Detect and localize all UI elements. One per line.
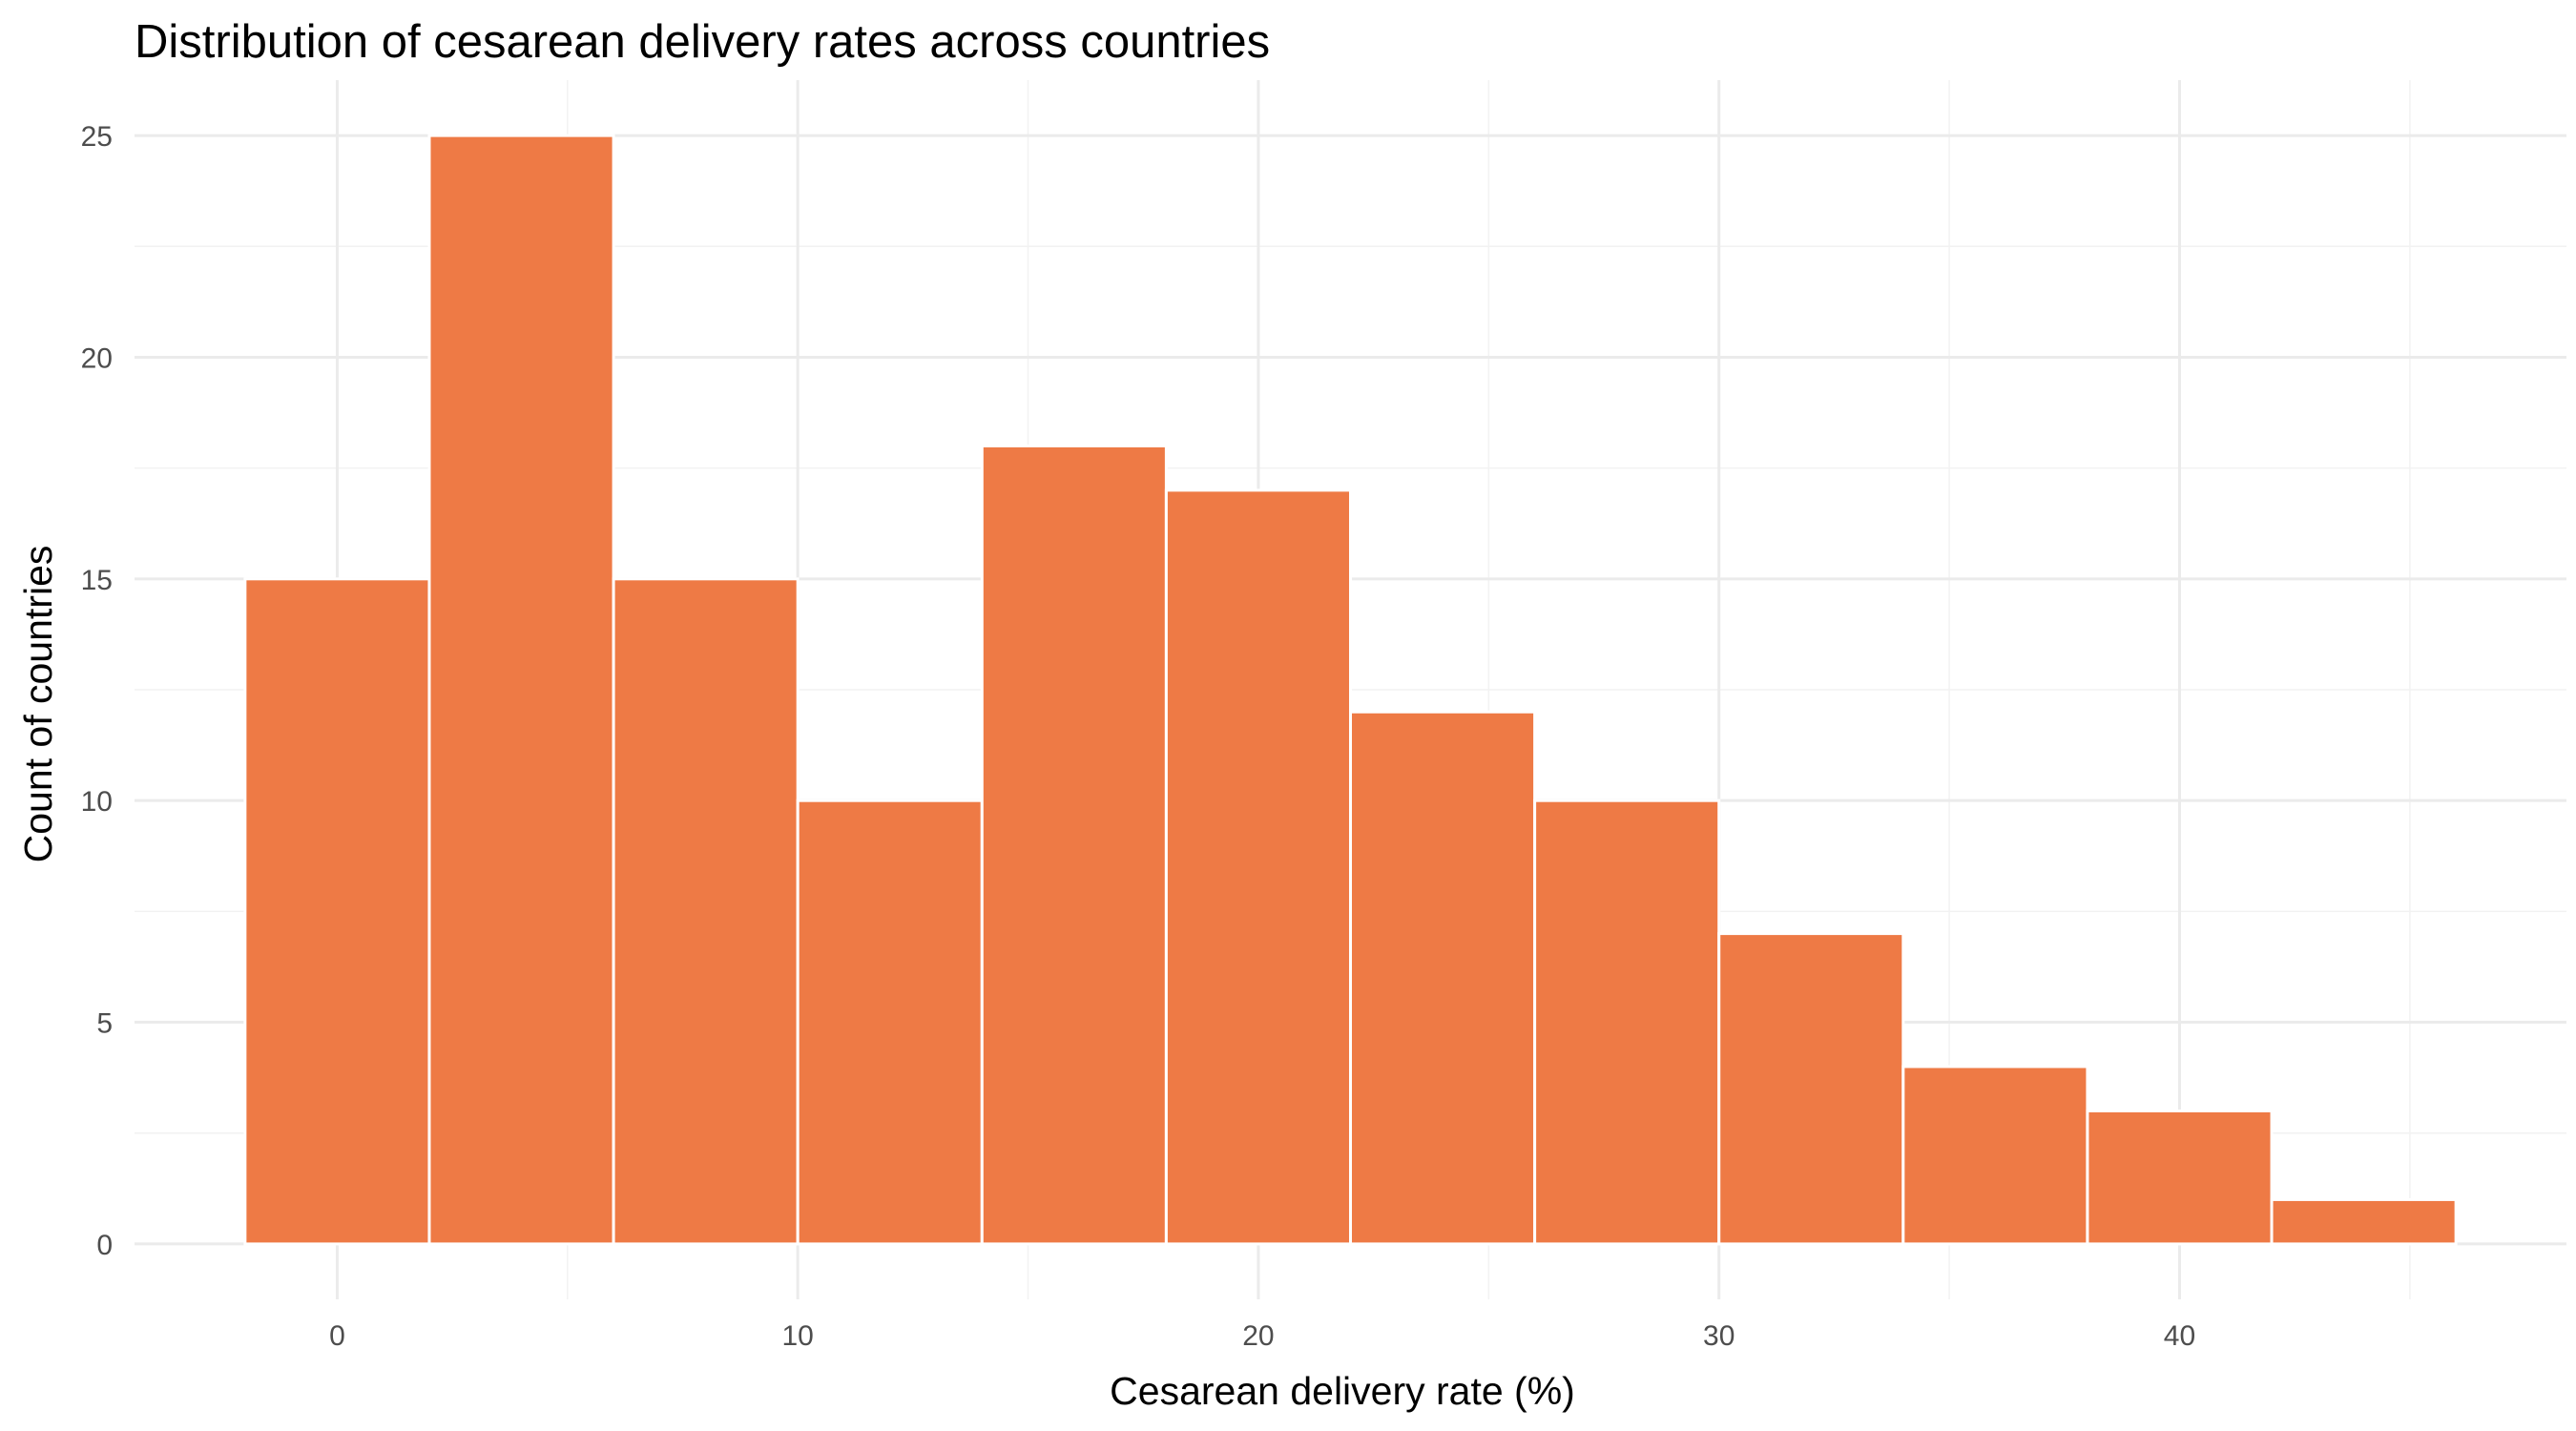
y-tick-label: 0 (96, 1230, 113, 1261)
y-tick-label: 15 (81, 565, 113, 596)
y-axis-tick-labels: 0 5 10 15 20 25 (81, 121, 113, 1261)
histogram-bar (1164, 488, 1352, 1246)
x-tick-label: 40 (2164, 1320, 2195, 1352)
histogram-bar (1901, 1065, 2089, 1246)
histogram-bar (2086, 1109, 2274, 1246)
x-axis-tick-labels: 0 10 20 30 40 (329, 1320, 2195, 1352)
y-axis-title: Count of countries (16, 546, 60, 863)
histogram-bar (980, 444, 1168, 1246)
histogram-bar (427, 134, 615, 1246)
histogram-bar (243, 577, 431, 1246)
histogram-bars (243, 134, 2458, 1246)
y-tick-label: 5 (96, 1008, 113, 1040)
histogram-bar (2270, 1197, 2458, 1246)
histogram-bar (1533, 798, 1721, 1246)
x-axis-title: Cesarean delivery rate (%) (1110, 1369, 1575, 1413)
y-tick-label: 20 (81, 342, 113, 374)
x-tick-label: 20 (1242, 1320, 1274, 1352)
y-tick-label: 25 (81, 121, 113, 153)
x-tick-label: 30 (1703, 1320, 1735, 1352)
histogram-bar (612, 577, 800, 1246)
chart-title: Distribution of cesarean delivery rates … (135, 16, 1270, 68)
y-tick-label: 10 (81, 786, 113, 818)
x-tick-label: 0 (329, 1320, 345, 1352)
histogram-bar (1717, 932, 1905, 1246)
histogram-bar (796, 798, 984, 1246)
histogram-bar (1349, 710, 1537, 1246)
x-tick-label: 10 (781, 1320, 813, 1352)
